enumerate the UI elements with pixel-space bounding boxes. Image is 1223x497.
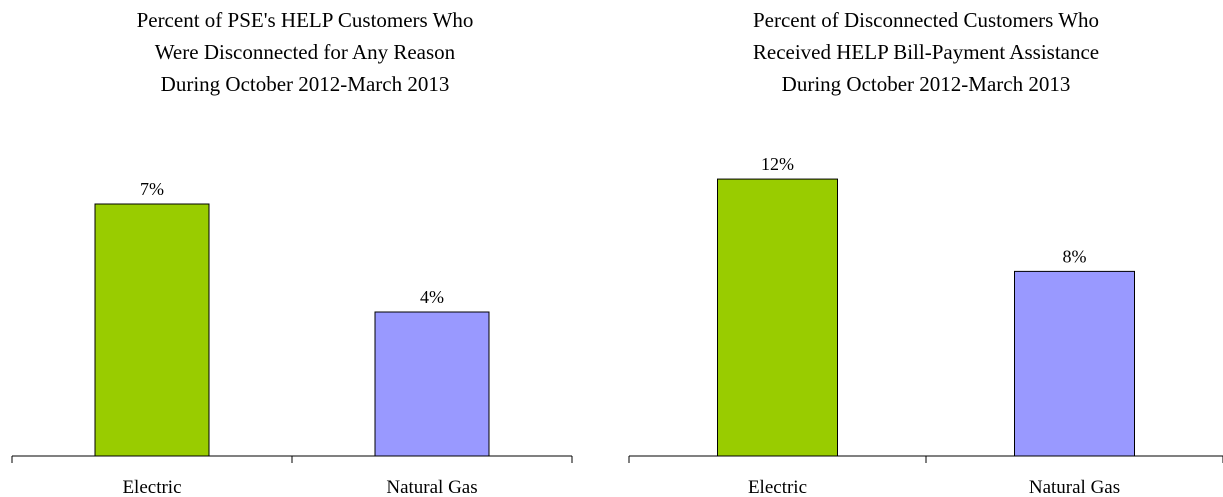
chart-title-line: During October 2012-March 2013 [161,72,450,96]
chart-2-svg: Percent of Disconnected Customers Who Rec… [628,8,1223,497]
chart-1: Percent of PSE's HELP Customers Who Were … [11,8,573,497]
bar [374,311,490,457]
chart-2: Percent of Disconnected Customers Who Rec… [618,0,1223,497]
bar-data-label: 7% [140,179,164,199]
bar-data-label: 8% [1063,246,1087,266]
chart-1-svg: Percent of PSE's HELP Customers Who Were … [11,8,573,497]
x-tick-label: Electric [122,477,181,497]
x-tick-label: Natural Gas [1029,477,1120,497]
chart-title-line: Percent of PSE's HELP Customers Who [137,8,474,32]
bar-data-label: 4% [420,287,444,307]
bar-data-label: 12% [761,154,794,174]
chart-title-line: Percent of Disconnected Customers Who [753,8,1099,32]
chart-title-line: Received HELP Bill-Payment Assistance [753,40,1099,64]
chart-title-line: Were Disconnected for Any Reason [155,40,456,64]
bar [94,203,210,457]
x-tick-label: Electric [748,477,807,497]
bar [1014,270,1135,457]
bar [717,178,838,457]
x-tick-label: Natural Gas [386,477,477,497]
chart-title-line: During October 2012-March 2013 [782,72,1071,96]
